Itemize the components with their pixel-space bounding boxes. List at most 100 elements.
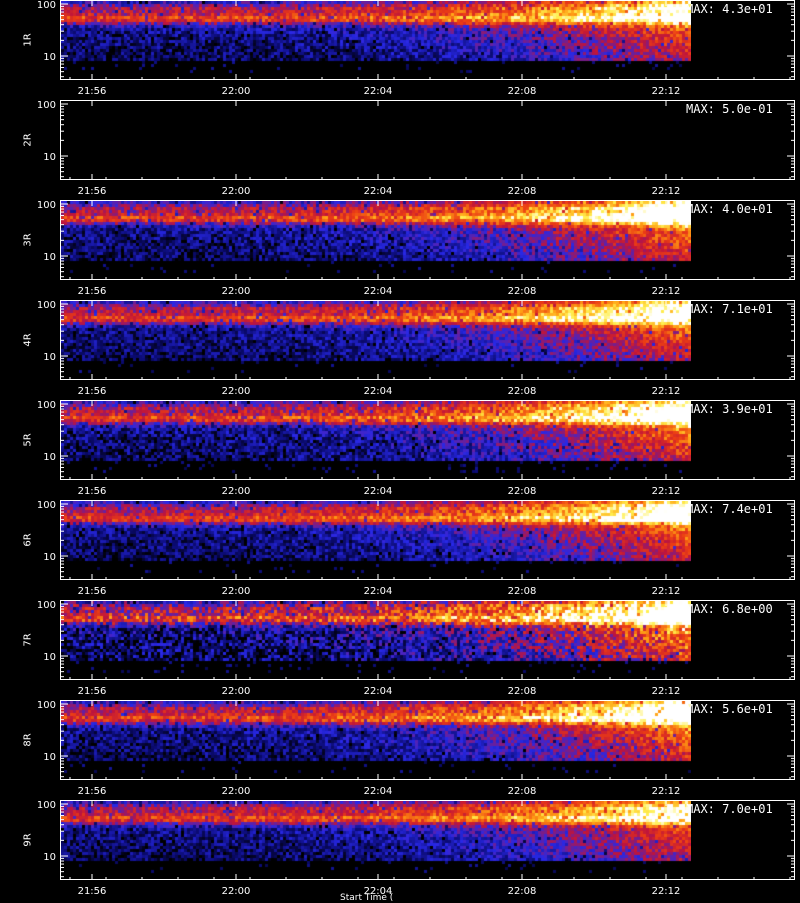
panel-label: 4R — [22, 333, 34, 347]
max-value-label: MAX: 5.6e+01 — [686, 702, 773, 716]
x-tick-label: 21:56 — [78, 486, 107, 497]
x-tick-label: 21:56 — [78, 886, 107, 897]
x-tick-label: 21:56 — [78, 686, 107, 697]
x-tick-label: 22:00 — [222, 86, 251, 97]
x-tick-label: 22:00 — [222, 386, 251, 397]
panel-label: 9R — [22, 833, 34, 847]
spectrogram-panel: 100 10 21:56 22:00 22:04 22:08 22:12 6R MAX: 7.4… — [0, 500, 800, 600]
max-value-label: MAX: 7.4e+01 — [686, 502, 773, 516]
y-tick-label: 100 — [37, 400, 56, 411]
panel-label: 2R — [22, 133, 34, 147]
y-tick-label: 10 — [43, 252, 56, 263]
panel-axes: 100 10 21:56 22:00 22:04 22:08 22:12 — [37, 700, 795, 797]
max-value-label: MAX: 7.1e+01 — [686, 302, 773, 316]
y-tick-label: 10 — [43, 852, 56, 863]
spectrogram-image — [61, 801, 691, 879]
panel-axes: 100 10 21:56 22:00 22:04 22:08 22:12 — [37, 300, 795, 397]
x-tick-label: 22:08 — [508, 786, 537, 797]
max-value-label: MAX: 5.0e-01 — [686, 102, 773, 116]
x-tick-label: 22:12 — [652, 86, 681, 97]
y-tick-label: 100 — [37, 500, 56, 511]
spectrogram-panel: 100 10 21:56 22:00 22:04 22:08 22:12 3R MAX: 4.0… — [0, 200, 800, 300]
x-tick-label: 22:12 — [652, 286, 681, 297]
x-tick-label: 22:08 — [508, 86, 537, 97]
x-tick-label: 22:04 — [364, 786, 393, 797]
panel-label: 3R — [22, 233, 34, 247]
x-tick-label: 22:12 — [652, 886, 681, 897]
spectrogram-image — [61, 401, 691, 479]
x-axis-title: Start Time ( — [340, 893, 394, 903]
y-tick-label: 100 — [37, 700, 56, 711]
max-value-label: MAX: 4.3e+01 — [686, 2, 773, 16]
spectrogram-panel: 100 10 21:56 22:00 22:04 22:08 22:12 5R MAX: 3.9… — [0, 400, 800, 500]
max-value-label: MAX: 6.8e+00 — [686, 602, 773, 616]
x-tick-label: 21:56 — [78, 586, 107, 597]
panel-label: 6R — [22, 533, 34, 547]
x-tick-label: 22:00 — [222, 786, 251, 797]
panel-label: 5R — [22, 433, 34, 447]
spectrogram-panel: 100 10 21:56 22:00 22:04 22:08 22:12 1R MAX: 4.3… — [0, 0, 800, 100]
spectrogram-image — [61, 301, 691, 379]
x-tick-label: 22:08 — [508, 586, 537, 597]
y-tick-label: 100 — [37, 200, 56, 211]
y-tick-label: 100 — [37, 600, 56, 611]
x-tick-label: 22:04 — [364, 186, 393, 197]
y-tick-label: 100 — [37, 800, 56, 811]
spectrogram-panel: 100 10 21:56 22:00 22:04 22:08 22:12 4R MAX: 7.1… — [0, 300, 800, 400]
y-tick-label: 10 — [43, 352, 56, 363]
x-tick-label: 22:04 — [364, 286, 393, 297]
y-tick-label: 100 — [37, 0, 56, 11]
x-tick-label: 22:04 — [364, 586, 393, 597]
x-tick-label: 22:00 — [222, 186, 251, 197]
panel-label: 7R — [22, 633, 34, 647]
x-tick-label: 21:56 — [78, 86, 107, 97]
x-tick-label: 22:00 — [222, 486, 251, 497]
x-tick-label: 22:12 — [652, 786, 681, 797]
x-tick-label: 21:56 — [78, 386, 107, 397]
x-tick-label: 22:08 — [508, 386, 537, 397]
x-tick-label: 22:04 — [364, 386, 393, 397]
max-value-label: MAX: 3.9e+01 — [686, 402, 773, 416]
x-tick-label: 22:08 — [508, 686, 537, 697]
x-tick-label: 22:08 — [508, 186, 537, 197]
x-tick-label: 22:08 — [508, 886, 537, 897]
spectrogram-panel: 100 10 21:56 22:00 22:04 22:08 22:12 2R MAX: 5.0… — [0, 100, 800, 200]
x-tick-label: 22:04 — [364, 86, 393, 97]
spectrogram-image — [61, 201, 691, 279]
y-tick-label: 10 — [43, 152, 56, 163]
panel-axes: 100 10 21:56 22:00 22:04 22:08 22:12 — [37, 400, 795, 497]
x-tick-label: 22:00 — [222, 286, 251, 297]
panel-axes: 100 10 21:56 22:00 22:04 22:08 22:12 — [37, 500, 795, 597]
y-tick-label: 10 — [43, 452, 56, 463]
x-tick-label: 22:04 — [364, 686, 393, 697]
x-tick-label: 22:00 — [222, 686, 251, 697]
max-value-label: MAX: 4.0e+01 — [686, 202, 773, 216]
x-tick-label: 21:56 — [78, 186, 107, 197]
panel-label: 8R — [22, 733, 34, 747]
spectrogram-image — [61, 701, 691, 779]
x-tick-label: 21:56 — [78, 286, 107, 297]
x-tick-label: 22:12 — [652, 386, 681, 397]
y-tick-label: 10 — [43, 652, 56, 663]
spectrogram-panel: 100 10 21:56 22:00 22:04 22:08 22:12 9R MAX: 7.0… — [0, 800, 800, 900]
spectrogram-image — [61, 101, 691, 179]
spectrogram-panel: 100 10 21:56 22:00 22:04 22:08 22:12 7R MAX: 6.8… — [0, 600, 800, 700]
x-tick-label: 22:12 — [652, 486, 681, 497]
panel-axes: 100 10 21:56 22:00 22:04 22:08 22:12 — [37, 100, 795, 197]
panel-axes: 100 10 21:56 22:00 22:04 22:08 22:12 — [37, 600, 795, 697]
y-tick-label: 100 — [37, 300, 56, 311]
spectrogram-image — [61, 501, 691, 579]
x-tick-label: 22:12 — [652, 686, 681, 697]
x-tick-label: 22:08 — [508, 486, 537, 497]
spectrogram-image — [61, 1, 691, 79]
x-tick-label: 22:12 — [652, 586, 681, 597]
y-tick-label: 10 — [43, 52, 56, 63]
x-tick-label: 22:04 — [364, 486, 393, 497]
x-tick-label: 22:00 — [222, 886, 251, 897]
x-tick-label: 21:56 — [78, 786, 107, 797]
x-tick-label: 22:12 — [652, 186, 681, 197]
spectrogram-image — [61, 601, 691, 679]
y-tick-label: 10 — [43, 752, 56, 763]
x-tick-label: 22:08 — [508, 286, 537, 297]
